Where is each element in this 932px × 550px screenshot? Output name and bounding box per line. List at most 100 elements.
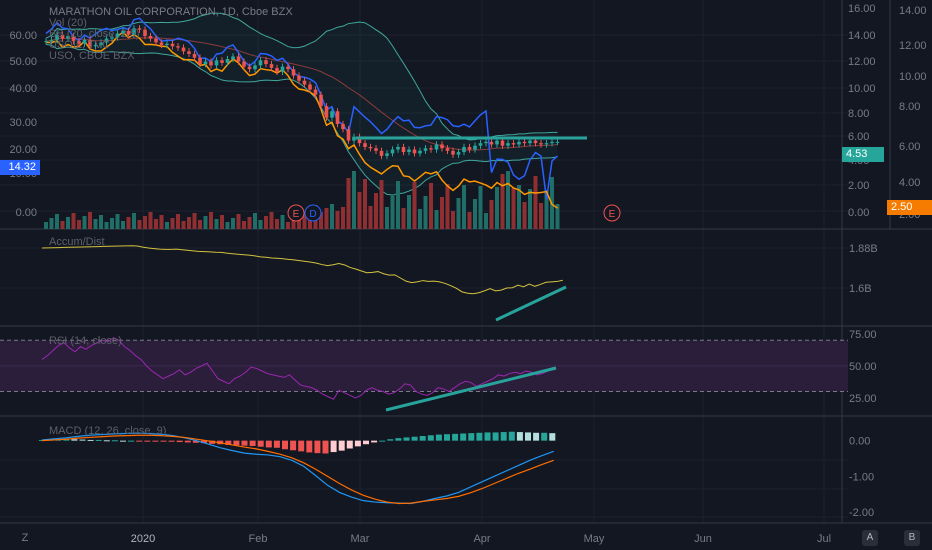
candle-body bbox=[319, 94, 323, 107]
macd-histogram-bar bbox=[168, 440, 175, 442]
volume-bar bbox=[368, 206, 373, 229]
candle-body bbox=[192, 53, 197, 58]
candle-body bbox=[456, 152, 461, 155]
candle-body bbox=[132, 28, 136, 35]
ad-axis-tick: 1.6B bbox=[849, 283, 872, 295]
right-axis-tick: 16.00 bbox=[848, 3, 876, 15]
volume-bar bbox=[302, 213, 307, 229]
volume-bar bbox=[253, 213, 257, 229]
candle-body bbox=[506, 143, 510, 146]
volume-bar bbox=[434, 210, 439, 229]
event-marker bbox=[287, 204, 305, 222]
main-legend: MARATHON OIL CORPORATION, 1D, Cboe BZX V… bbox=[49, 7, 293, 62]
volume-bar bbox=[495, 187, 499, 229]
event-label: D bbox=[309, 209, 316, 220]
trend-annotations[interactable] bbox=[356, 136, 587, 412]
candle-body bbox=[148, 36, 153, 39]
candle-body bbox=[511, 143, 516, 145]
timezone-button[interactable]: Z bbox=[21, 532, 29, 544]
volume-bar bbox=[148, 212, 153, 229]
rsi-legend: RSI (14, close) bbox=[49, 335, 122, 347]
macd-histogram-bar bbox=[516, 432, 523, 441]
right-axis-tick: 8.00 bbox=[848, 108, 869, 120]
candle-body bbox=[209, 61, 213, 66]
candle-body bbox=[247, 66, 252, 70]
macd-histogram-bar bbox=[492, 432, 499, 441]
volume-bar bbox=[203, 216, 208, 229]
bb-basis bbox=[45, 37, 558, 151]
volume-bar bbox=[346, 178, 351, 229]
volume-bar bbox=[93, 219, 98, 229]
macd-histogram-bar bbox=[103, 440, 110, 442]
candle-body bbox=[60, 34, 65, 39]
accum-dist-pane bbox=[41, 245, 563, 295]
candle-body bbox=[412, 149, 417, 154]
x-axis-tick: Jul bbox=[817, 533, 831, 545]
candle-body bbox=[346, 129, 351, 141]
macd-histogram-bar bbox=[541, 432, 548, 441]
log-scale-button[interactable]: B bbox=[904, 530, 920, 546]
candle-body bbox=[335, 111, 340, 125]
candlesticks bbox=[44, 25, 560, 160]
volume-bar bbox=[220, 215, 224, 229]
volume-bar bbox=[55, 214, 59, 229]
right-axis-2-tick: 8.00 bbox=[899, 101, 920, 113]
macd-histogram-bar bbox=[468, 433, 475, 441]
candle-body bbox=[187, 51, 191, 54]
volume-bar bbox=[363, 179, 367, 229]
candle-body bbox=[385, 153, 389, 156]
volume-bar bbox=[423, 196, 428, 229]
volume-bar bbox=[544, 190, 549, 229]
rsi-axis-tick: 25.00 bbox=[849, 393, 877, 405]
macd-line bbox=[41, 432, 554, 505]
right-axis-tick: 6.00 bbox=[848, 131, 869, 143]
candle-body bbox=[165, 43, 169, 45]
candle-body bbox=[264, 60, 268, 65]
macd-histogram-bar bbox=[460, 433, 467, 441]
candle-body bbox=[181, 47, 186, 52]
x-axis-tick: Mar bbox=[351, 533, 370, 545]
macd-histogram-bar bbox=[395, 438, 402, 441]
macd-histogram-bar bbox=[419, 436, 426, 441]
volume-bar bbox=[555, 204, 560, 229]
candle-body bbox=[104, 38, 109, 43]
volume-bar bbox=[390, 194, 395, 229]
volume-bar bbox=[49, 218, 54, 229]
volume-bar bbox=[137, 220, 142, 229]
right-axis-2-tick: 12.00 bbox=[899, 40, 927, 52]
auto-scale-button[interactable]: A bbox=[862, 530, 878, 546]
candle-body bbox=[291, 69, 296, 76]
legend-bb: BB (20, close, 2.5) bbox=[49, 28, 140, 40]
macd-histogram-bar bbox=[136, 440, 143, 442]
macd-histogram-bar bbox=[257, 440, 264, 447]
macd-histogram-bar bbox=[233, 440, 240, 446]
volume-bar bbox=[352, 171, 356, 229]
rsi-trendline bbox=[385, 366, 557, 412]
x-axis-tick: Feb bbox=[249, 533, 268, 545]
candle-body bbox=[473, 145, 477, 150]
chart-grid bbox=[0, 0, 848, 523]
x-axis-tick: Jun bbox=[694, 533, 712, 545]
legend-symbol: MARATHON OIL CORPORATION, 1D, Cboe BZX bbox=[49, 6, 293, 18]
volume-bar bbox=[187, 217, 191, 229]
volume-bar bbox=[357, 192, 362, 229]
candle-body bbox=[489, 141, 494, 145]
candle-body bbox=[550, 141, 554, 144]
volume-bar bbox=[264, 216, 268, 229]
candle-body bbox=[533, 140, 538, 144]
candle-body bbox=[55, 34, 59, 40]
macd-histogram-bar bbox=[79, 439, 86, 441]
uso-series bbox=[45, 31, 558, 209]
rsi-axis-tick: 75.00 bbox=[849, 329, 877, 341]
left-axis-tick: 30.00 bbox=[9, 117, 37, 129]
candle-body bbox=[297, 75, 301, 81]
macd-histogram-bar bbox=[533, 432, 540, 441]
axes: 60.00 50.00 40.00 30.00 20.00 10.00 0.00 16.00 1… bbox=[9, 3, 926, 545]
macd-histogram-bar bbox=[95, 439, 102, 441]
volume-bar bbox=[242, 221, 246, 229]
bb-lower bbox=[45, 43, 558, 196]
candle-body bbox=[451, 150, 455, 155]
volume-bar bbox=[539, 203, 543, 229]
